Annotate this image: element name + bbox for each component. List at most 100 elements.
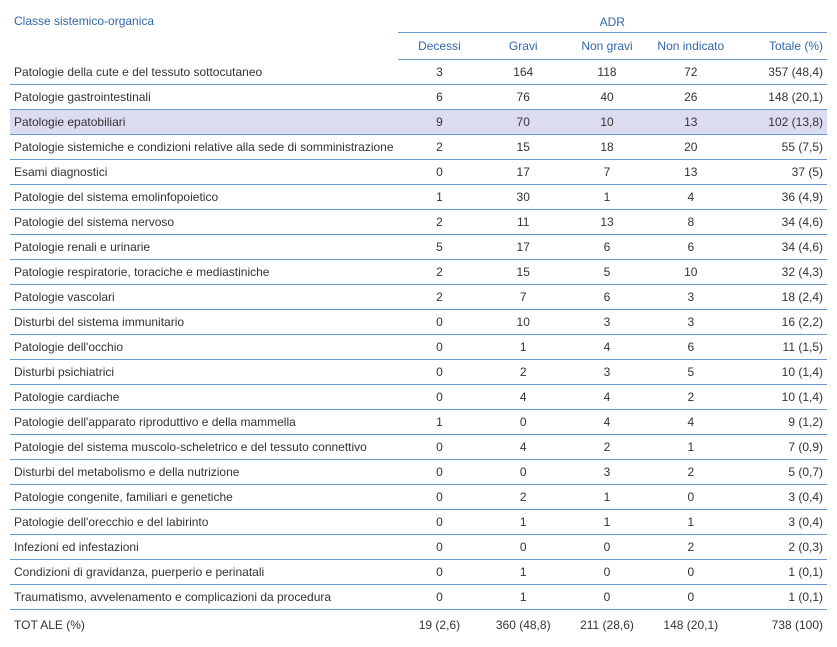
row-total: 5 (0,7) — [733, 460, 827, 485]
row-label: Patologie del sistema nervoso — [10, 210, 398, 235]
row-total: 3 (0,4) — [733, 485, 827, 510]
row-total: 3 (0,4) — [733, 510, 827, 535]
row-value: 0 — [565, 535, 649, 560]
row-value: 0 — [398, 160, 482, 185]
row-value: 0 — [649, 585, 733, 610]
header-col-3: Non indicato — [649, 33, 733, 60]
row-value: 0 — [398, 435, 482, 460]
row-value: 6 — [649, 335, 733, 360]
footer-value: 19 (2,6) — [398, 610, 482, 638]
table-row: Patologie del sistema muscolo-scheletric… — [10, 435, 827, 460]
header-adr-group: ADR — [398, 10, 827, 33]
footer-total: 738 (100) — [733, 610, 827, 638]
header-col-0: Decessi — [398, 33, 482, 60]
row-value: 4 — [481, 435, 565, 460]
row-value: 3 — [649, 285, 733, 310]
row-value: 2 — [481, 360, 565, 385]
row-total: 37 (5) — [733, 160, 827, 185]
row-value: 3 — [649, 310, 733, 335]
row-total: 2 (0,3) — [733, 535, 827, 560]
row-value: 1 — [481, 585, 565, 610]
row-label: Patologie del sistema muscolo-scheletric… — [10, 435, 398, 460]
row-label: Patologie dell'orecchio e del labirinto — [10, 510, 398, 535]
table-row: Patologie sistemiche e condizioni relati… — [10, 135, 827, 160]
row-label: Patologie dell'apparato riproduttivo e d… — [10, 410, 398, 435]
table-row: Patologie vascolari276318 (2,4) — [10, 285, 827, 310]
row-value: 0 — [398, 585, 482, 610]
header-class: Classe sistemico-organica — [10, 10, 398, 60]
row-total: 10 (1,4) — [733, 385, 827, 410]
table-row: Patologie del sistema emolinfopoietico13… — [10, 185, 827, 210]
row-value: 10 — [481, 310, 565, 335]
row-total: 1 (0,1) — [733, 585, 827, 610]
row-value: 4 — [649, 410, 733, 435]
table-row: Patologie epatobiliari9701013102 (13,8) — [10, 110, 827, 135]
row-value: 30 — [481, 185, 565, 210]
row-label: Patologie respiratorie, toraciche e medi… — [10, 260, 398, 285]
row-value: 3 — [398, 60, 482, 85]
row-value: 1 — [481, 510, 565, 535]
row-value: 40 — [565, 85, 649, 110]
row-value: 4 — [565, 335, 649, 360]
row-value: 1 — [398, 410, 482, 435]
table-row: Condizioni di gravidanza, puerperio e pe… — [10, 560, 827, 585]
table-footer-row: TOT ALE (%)19 (2,6)360 (48,8)211 (28,6)1… — [10, 610, 827, 638]
row-value: 2 — [398, 260, 482, 285]
row-value: 17 — [481, 235, 565, 260]
row-total: 11 (1,5) — [733, 335, 827, 360]
table-row: Patologie del sistema nervoso21113834 (4… — [10, 210, 827, 235]
row-value: 0 — [649, 485, 733, 510]
row-label: Patologie renali e urinarie — [10, 235, 398, 260]
row-value: 0 — [565, 560, 649, 585]
row-label: Patologie sistemiche e condizioni relati… — [10, 135, 398, 160]
row-value: 6 — [398, 85, 482, 110]
row-value: 0 — [649, 560, 733, 585]
row-value: 0 — [398, 485, 482, 510]
footer-label: TOT ALE (%) — [10, 610, 398, 638]
row-value: 2 — [565, 435, 649, 460]
table-row: Disturbi del sistema immunitario0103316 … — [10, 310, 827, 335]
row-total: 18 (2,4) — [733, 285, 827, 310]
row-value: 6 — [565, 235, 649, 260]
row-label: Patologie gastrointestinali — [10, 85, 398, 110]
row-value: 0 — [398, 385, 482, 410]
row-value: 13 — [565, 210, 649, 235]
row-value: 10 — [649, 260, 733, 285]
row-value: 2 — [398, 285, 482, 310]
row-value: 1 — [649, 510, 733, 535]
row-value: 1 — [565, 485, 649, 510]
row-label: Disturbi del metabolismo e della nutrizi… — [10, 460, 398, 485]
row-label: Patologie epatobiliari — [10, 110, 398, 135]
row-value: 0 — [481, 460, 565, 485]
row-value: 5 — [398, 235, 482, 260]
row-value: 0 — [398, 460, 482, 485]
row-value: 164 — [481, 60, 565, 85]
row-value: 13 — [649, 110, 733, 135]
row-total: 34 (4,6) — [733, 235, 827, 260]
row-value: 15 — [481, 135, 565, 160]
row-total: 102 (13,8) — [733, 110, 827, 135]
table-row: Esami diagnostici01771337 (5) — [10, 160, 827, 185]
row-total: 148 (20,1) — [733, 85, 827, 110]
row-label: Patologie dell'occhio — [10, 335, 398, 360]
row-value: 0 — [398, 310, 482, 335]
row-value: 118 — [565, 60, 649, 85]
row-value: 76 — [481, 85, 565, 110]
row-value: 18 — [565, 135, 649, 160]
footer-value: 211 (28,6) — [565, 610, 649, 638]
row-total: 357 (48,4) — [733, 60, 827, 85]
row-value: 2 — [398, 135, 482, 160]
row-value: 2 — [398, 210, 482, 235]
row-total: 16 (2,2) — [733, 310, 827, 335]
row-value: 0 — [398, 560, 482, 585]
row-value: 1 — [398, 185, 482, 210]
row-value: 70 — [481, 110, 565, 135]
table-row: Patologie renali e urinarie5176634 (4,6) — [10, 235, 827, 260]
row-value: 0 — [398, 335, 482, 360]
table-row: Patologie gastrointestinali6764026148 (2… — [10, 85, 827, 110]
row-value: 5 — [649, 360, 733, 385]
row-total: 36 (4,9) — [733, 185, 827, 210]
row-value: 1 — [565, 185, 649, 210]
row-value: 0 — [398, 535, 482, 560]
row-value: 11 — [481, 210, 565, 235]
